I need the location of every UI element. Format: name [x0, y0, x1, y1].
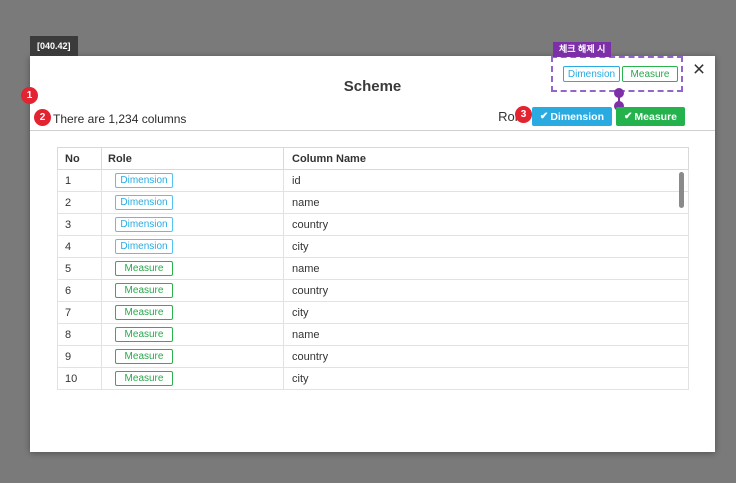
- role-badge-button[interactable]: Measure: [115, 283, 173, 298]
- cell-role: Dimension: [101, 213, 284, 236]
- cell-column-name: country: [283, 345, 689, 368]
- cell-role: Measure: [101, 279, 284, 302]
- role-badge-button[interactable]: Measure: [115, 261, 173, 276]
- role-badge-button[interactable]: Measure: [115, 349, 173, 364]
- cell-no: 7: [57, 301, 102, 324]
- check-icon: ✔: [539, 111, 549, 122]
- role-badge-button[interactable]: Dimension: [115, 217, 173, 232]
- role-badge-button[interactable]: Dimension: [115, 195, 173, 210]
- cell-no: 6: [57, 279, 102, 302]
- role-badge-button[interactable]: Dimension: [115, 239, 173, 254]
- dimension-filter-button[interactable]: ✔ Dimension: [531, 107, 612, 126]
- callout-connector-line: [618, 92, 620, 106]
- cell-role: Measure: [101, 323, 284, 346]
- table-row: 4 Dimension city: [57, 235, 689, 258]
- role-badge-button[interactable]: Measure: [115, 327, 173, 342]
- header-column-name: Column Name: [283, 147, 689, 170]
- table-row: 3 Dimension country: [57, 213, 689, 236]
- cell-role: Dimension: [101, 235, 284, 258]
- cell-role: Measure: [101, 257, 284, 280]
- measure-filter-label: Measure: [634, 110, 677, 123]
- cell-role: Dimension: [101, 191, 284, 214]
- screen-code-tag: [040.42]: [30, 36, 78, 56]
- role-badge-button[interactable]: Measure: [115, 305, 173, 320]
- role-badge-button[interactable]: Dimension: [115, 173, 173, 188]
- header-divider: [30, 130, 715, 131]
- callout-connector-dot-top: [614, 88, 624, 98]
- cell-column-name: country: [283, 213, 689, 236]
- cell-role: Dimension: [101, 169, 284, 192]
- unchecked-measure-button: Measure: [622, 66, 678, 82]
- cell-role: Measure: [101, 301, 284, 324]
- cell-no: 5: [57, 257, 102, 280]
- cell-column-name: name: [283, 323, 689, 346]
- table-row: 9 Measure country: [57, 345, 689, 368]
- table-row: 7 Measure city: [57, 301, 689, 324]
- cell-column-name: city: [283, 235, 689, 258]
- callout-label: 체크 해제 시: [553, 42, 612, 57]
- table-row: 6 Measure country: [57, 279, 689, 302]
- cell-no: 4: [57, 235, 102, 258]
- step-badge-1: 1: [21, 87, 38, 104]
- header-role: Role: [101, 147, 284, 170]
- cell-role: Measure: [101, 345, 284, 368]
- cell-no: 8: [57, 323, 102, 346]
- cell-column-name: country: [283, 279, 689, 302]
- cell-no: 10: [57, 367, 102, 390]
- table-row: 1 Dimension id: [57, 169, 689, 192]
- close-icon[interactable]: ×: [692, 58, 706, 81]
- cell-column-name: city: [283, 367, 689, 390]
- table-row: 2 Dimension name: [57, 191, 689, 214]
- cell-no: 1: [57, 169, 102, 192]
- table-row: 5 Measure name: [57, 257, 689, 280]
- cell-no: 3: [57, 213, 102, 236]
- cell-column-name: name: [283, 191, 689, 214]
- table-row: 10 Measure city: [57, 367, 689, 390]
- cell-no: 9: [57, 345, 102, 368]
- table-body: 1 Dimension id 2 Dimension name 3 Dimens…: [57, 169, 689, 390]
- header-no: No: [57, 147, 102, 170]
- step-badge-3: 3: [515, 106, 532, 123]
- cell-column-name: city: [283, 301, 689, 324]
- columns-table: No Role Column Name 1 Dimension id 2 Dim…: [57, 147, 689, 390]
- measure-filter-button[interactable]: ✔ Measure: [616, 107, 685, 126]
- page-title: Scheme: [343, 78, 402, 95]
- scrollbar-thumb[interactable]: [679, 172, 684, 208]
- table-header-row: No Role Column Name: [57, 147, 689, 170]
- scheme-modal: Scheme There are 1,234 columns × 체크 해제 시…: [30, 42, 715, 452]
- cell-no: 2: [57, 191, 102, 214]
- role-badge-button[interactable]: Measure: [115, 371, 173, 386]
- cell-role: Measure: [101, 367, 284, 390]
- cell-column-name: name: [283, 257, 689, 280]
- dimension-filter-label: Dimension: [550, 110, 604, 123]
- table-row: 8 Measure name: [57, 323, 689, 346]
- unchecked-dimension-button: Dimension: [563, 66, 620, 82]
- step-badge-2: 2: [34, 109, 51, 126]
- column-count-text: There are 1,234 columns: [53, 112, 187, 126]
- check-icon: ✔: [624, 111, 633, 122]
- callout-connector-dot-bottom: [614, 101, 624, 111]
- cell-column-name: id: [283, 169, 689, 192]
